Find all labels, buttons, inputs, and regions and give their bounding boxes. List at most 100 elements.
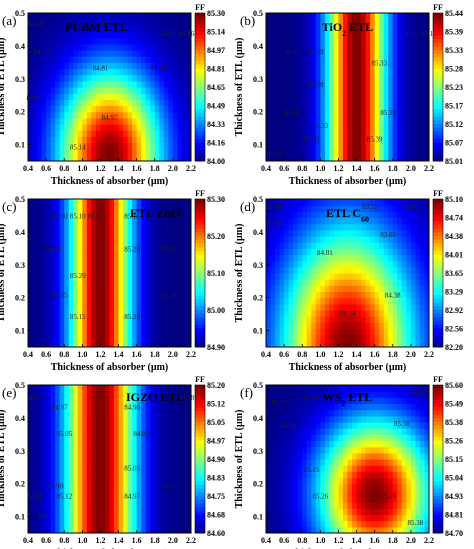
- heatmap-cell: [320, 285, 326, 293]
- heatmap-cell: [419, 93, 426, 100]
- heatmap-cell: [55, 111, 61, 119]
- heatmap-cell: [55, 13, 61, 20]
- heatmap-cell: [177, 434, 183, 442]
- y-tick-label: 0.2: [15, 480, 25, 489]
- heatmap-cell: [32, 489, 38, 497]
- heatmap-cell: [68, 440, 74, 448]
- colorbar-segment: [195, 72, 205, 77]
- heatmap-cell: [55, 514, 61, 522]
- heatmap-cell: [86, 148, 92, 156]
- colorbar-tick-label: 85.10: [445, 195, 463, 204]
- heatmap-cell: [361, 273, 367, 280]
- heatmap-cell: [275, 415, 281, 423]
- heatmap-cell: [181, 520, 188, 528]
- heatmap-cell: [392, 13, 398, 20]
- heatmap-cell: [338, 154, 344, 161]
- heatmap-cell: [177, 154, 183, 161]
- heatmap-cell: [77, 254, 83, 262]
- heatmap-cell: [59, 117, 65, 125]
- heatmap-cell: [315, 285, 321, 293]
- heatmap-cell: [177, 56, 183, 63]
- heatmap-cell: [177, 50, 183, 57]
- heatmap-cell: [397, 43, 403, 51]
- heatmap-cell: [177, 415, 183, 423]
- heatmap-cell: [338, 229, 344, 237]
- heatmap-cell: [181, 452, 188, 460]
- colorbar-segment: [433, 217, 443, 222]
- heatmap-cell: [324, 117, 330, 125]
- heatmap-cell: [342, 291, 349, 299]
- heatmap-cell: [73, 229, 79, 237]
- heatmap-cell: [379, 273, 385, 280]
- heatmap-cell: [388, 248, 394, 256]
- heatmap-cell: [37, 124, 43, 131]
- heatmap-cell: [302, 87, 308, 94]
- heatmap-cell: [163, 236, 169, 243]
- heatmap-cell: [68, 502, 74, 509]
- heatmap-cell: [32, 471, 38, 479]
- heatmap-cell: [329, 297, 335, 305]
- heatmap-cell: [136, 242, 142, 249]
- heatmap-cell: [324, 340, 330, 347]
- heatmap-cell: [306, 142, 312, 150]
- heatmap-cell: [73, 68, 79, 76]
- heatmap-cell: [186, 508, 191, 516]
- heatmap-cell: [132, 124, 138, 131]
- heatmap-cell: [55, 526, 61, 533]
- heatmap-cell: [270, 74, 276, 82]
- heatmap-cell: [50, 25, 56, 33]
- heatmap-cell: [55, 242, 61, 249]
- heatmap-cell: [388, 136, 394, 144]
- heatmap-cell: [177, 148, 183, 156]
- heatmap-cell: [77, 80, 83, 88]
- heatmap-cell: [168, 80, 174, 88]
- heatmap-cell: [86, 13, 92, 20]
- heatmap-cell: [329, 117, 335, 125]
- heatmap-cell: [333, 74, 340, 82]
- heatmap-cell: [311, 136, 317, 144]
- heatmap-cell: [82, 229, 88, 237]
- heatmap-cell: [284, 397, 290, 405]
- heatmap-cell: [342, 105, 349, 113]
- heatmap-cell: [154, 446, 160, 454]
- heatmap-cell: [37, 279, 43, 286]
- heatmap-cell: [392, 334, 398, 342]
- heatmap-cell: [333, 111, 340, 119]
- heatmap-cell: [415, 50, 421, 57]
- heatmap-cell: [64, 117, 70, 125]
- heatmap-cell: [275, 62, 281, 70]
- heatmap-cell: [86, 428, 92, 435]
- heatmap-cell: [73, 25, 79, 33]
- heatmap-cell: [379, 25, 385, 33]
- heatmap-cell: [82, 403, 88, 411]
- heatmap-cell: [100, 303, 106, 311]
- heatmap-cell: [95, 74, 102, 82]
- colorbar-segment: [195, 157, 205, 162]
- heatmap-cell: [77, 242, 83, 249]
- heatmap-cell: [159, 154, 165, 161]
- colorbar-segment: [195, 94, 205, 99]
- heatmap-cell: [306, 13, 312, 20]
- heatmap-cell: [150, 254, 156, 262]
- heatmap-cell: [284, 260, 290, 268]
- heatmap-cell: [424, 99, 429, 107]
- colorbar-segment: [195, 507, 205, 512]
- heatmap-cell: [374, 56, 380, 63]
- heatmap-cell: [123, 142, 129, 150]
- heatmap-cell: [279, 229, 285, 237]
- heatmap-cell: [374, 68, 380, 76]
- heatmap-cell: [123, 303, 129, 311]
- heatmap-cell: [77, 322, 83, 330]
- heatmap-cell: [333, 229, 340, 237]
- heatmap-cell: [347, 13, 353, 20]
- heatmap-cell: [270, 154, 276, 161]
- heatmap-cell: [32, 260, 38, 268]
- heatmap-cell: [347, 297, 353, 305]
- heatmap-cell: [424, 74, 429, 82]
- heatmap-cell: [32, 328, 38, 336]
- heatmap-cell: [64, 471, 70, 479]
- heatmap-cell: [365, 111, 371, 119]
- heatmap-cell: [55, 385, 61, 392]
- heatmap-cell: [415, 136, 421, 144]
- heatmap-cell: [154, 148, 160, 156]
